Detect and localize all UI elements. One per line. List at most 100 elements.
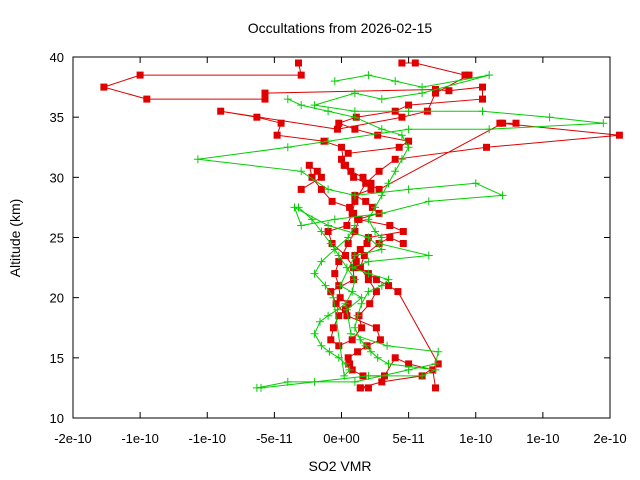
data-point [354,348,362,356]
x-tick-label: 2e-10 [593,431,626,446]
data-point [326,239,335,248]
data-point [350,251,359,260]
data-point [317,227,326,236]
data-point [351,125,359,133]
data-point [377,233,386,242]
ticks-layer: -2e-10 -1e-10 -1e-10 -5e-11 0e+00 5e-11 1e-10 1… [50,50,627,446]
data-point [350,323,359,332]
data-point [313,167,321,175]
data-point [364,215,373,224]
data-point [350,89,359,98]
data-point [324,107,333,116]
data-point [384,179,393,188]
data-point [336,281,345,290]
data-point [432,89,439,97]
data-point [321,281,330,290]
data-point [350,191,359,200]
data-point [344,149,352,157]
data-point [377,209,386,218]
data-point [386,234,394,241]
data-point [350,221,359,230]
data-point [193,155,202,164]
data-point [308,215,316,224]
data-point [136,71,144,79]
data-point [498,191,507,200]
data-point [377,245,386,254]
data-point [346,203,354,211]
data-point [335,258,343,266]
data-point [359,173,367,181]
data-point [432,384,439,392]
x-tick-label: 5e-11 [392,431,424,446]
data-point [364,71,373,80]
data-point [372,276,380,284]
data-point [404,107,413,116]
data-point [391,167,400,176]
y-tick-label: 15 [50,351,64,366]
data-point [261,95,269,103]
data-point [353,311,362,320]
data-point [324,228,332,235]
data-point [350,173,358,181]
data-point [361,341,370,350]
x-tick-label: 1e-10 [459,431,492,446]
data-point [217,107,225,115]
data-point [404,125,413,134]
data-point [404,365,413,374]
data-point [316,317,324,326]
data-point [297,185,305,193]
y-tick-label: 20 [50,291,64,306]
data-point [342,252,349,259]
data-point [352,258,360,266]
data-point [384,359,393,368]
data-point [273,131,281,139]
data-point [341,359,350,368]
data-point [295,59,302,67]
data-point [305,161,313,169]
data-point [346,360,354,368]
data-point [329,324,337,332]
data-point [371,203,380,212]
data-point [399,240,407,247]
data-point [424,197,433,206]
data-point [297,71,305,79]
data-point [386,222,394,229]
data-point [377,125,386,134]
data-point [257,383,265,392]
data-point [338,143,345,151]
data-point [411,59,419,67]
y-tick-label: 10 [50,411,64,426]
data-point [375,239,384,248]
data-point [372,324,380,332]
data-point [391,77,400,86]
data-point [391,155,399,163]
data-point [334,125,341,133]
data-point [330,77,339,86]
data-point [364,287,373,296]
data-point [324,137,333,146]
data-point [100,83,108,91]
data-point [479,83,486,91]
x-tick-label: 0e+00 [323,431,360,446]
data-point [261,89,269,97]
x-axis-label: SO2 VMR [308,458,371,474]
data-point [310,269,319,278]
data-point [342,305,351,314]
data-point [395,143,403,151]
data-point [344,233,353,242]
data-point [320,137,328,145]
data-point [418,371,427,380]
data-point [328,197,336,205]
data-point [327,288,335,296]
data-point [356,246,364,253]
series-profile-green-3 [294,203,359,380]
series-line [220,62,620,388]
x-tick-label: -5e-11 [256,431,293,446]
data-point [385,282,392,290]
data-point [343,312,351,320]
data-point [445,87,453,95]
data-point [324,185,333,194]
data-point [374,131,382,139]
data-point [373,353,382,362]
